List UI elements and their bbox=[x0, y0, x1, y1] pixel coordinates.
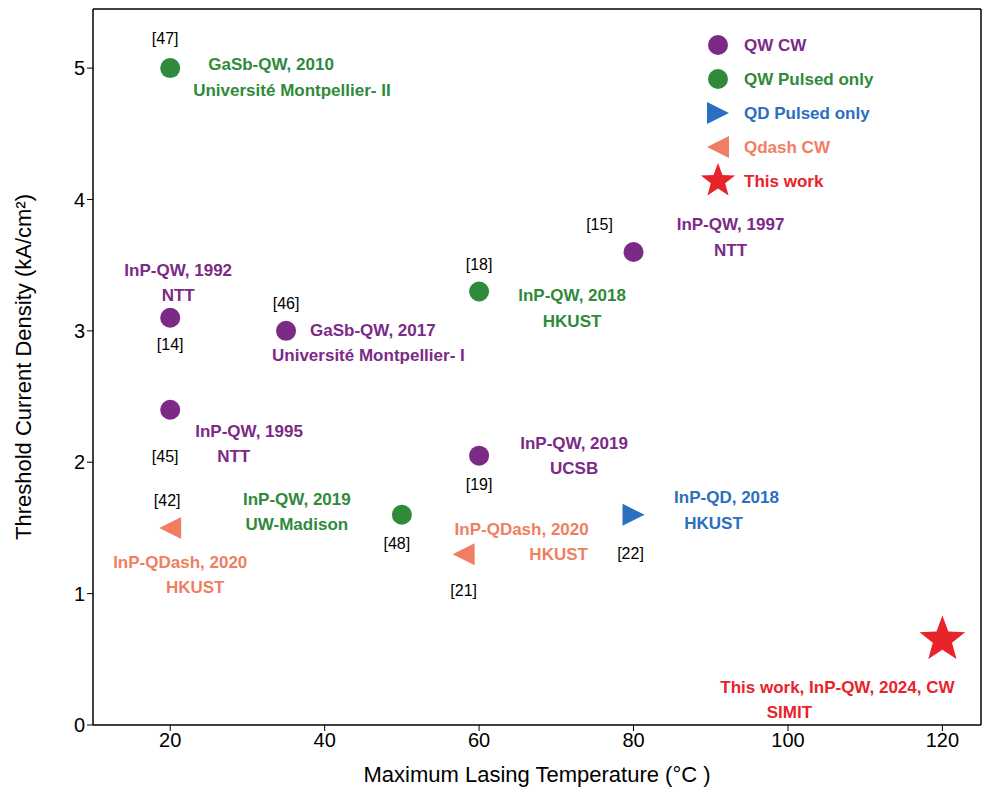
svg-text:UW-Madison: UW-Madison bbox=[246, 515, 349, 534]
svg-text:HKUST: HKUST bbox=[166, 578, 225, 597]
svg-text:InP-QW, 2018: InP-QW, 2018 bbox=[518, 286, 626, 305]
svg-text:0: 0 bbox=[74, 714, 85, 736]
svg-text:5: 5 bbox=[74, 57, 85, 79]
svg-text:QW CW: QW CW bbox=[744, 36, 807, 55]
svg-text:[47]: [47] bbox=[152, 30, 179, 47]
svg-text:Université Montpellier- II: Université Montpellier- II bbox=[193, 81, 390, 100]
svg-text:Qdash CW: Qdash CW bbox=[744, 138, 831, 157]
svg-text:InP-QD, 2018: InP-QD, 2018 bbox=[674, 488, 779, 507]
svg-text:40: 40 bbox=[314, 729, 336, 751]
svg-text:[18]: [18] bbox=[466, 256, 493, 273]
svg-text:InP-QW, 1995: InP-QW, 1995 bbox=[195, 422, 303, 441]
svg-text:60: 60 bbox=[468, 729, 490, 751]
svg-text:[48]: [48] bbox=[384, 535, 411, 552]
svg-text:UCSB: UCSB bbox=[550, 459, 598, 478]
svg-text:GaSb-QW, 2010: GaSb-QW, 2010 bbox=[208, 55, 334, 74]
svg-text:HKUST: HKUST bbox=[529, 545, 588, 564]
svg-text:20: 20 bbox=[159, 729, 181, 751]
svg-text:[46]: [46] bbox=[273, 295, 300, 312]
svg-text:NTT: NTT bbox=[217, 447, 251, 466]
svg-text:InP-QW, 2019: InP-QW, 2019 bbox=[243, 490, 351, 509]
html-text:Threshold Current Density (kA/: Threshold Current Density (kA/cm²) bbox=[11, 194, 36, 540]
svg-text:[14]: [14] bbox=[157, 336, 184, 353]
svg-text:[42]: [42] bbox=[154, 492, 181, 509]
svg-text:100: 100 bbox=[771, 729, 804, 751]
svg-text:HKUST: HKUST bbox=[543, 312, 602, 331]
svg-text:InP-QDash, 2020: InP-QDash, 2020 bbox=[455, 520, 589, 539]
svg-text:SIMIT: SIMIT bbox=[767, 703, 813, 722]
svg-text:2: 2 bbox=[74, 451, 85, 473]
svg-text:This work: This work bbox=[744, 172, 824, 191]
svg-text:4: 4 bbox=[74, 189, 85, 211]
html-text:Maximum Lasing Temperature (°C: Maximum Lasing Temperature (°C ) bbox=[363, 762, 711, 787]
svg-text:HKUST: HKUST bbox=[684, 514, 743, 533]
svg-text:InP-QDash, 2020: InP-QDash, 2020 bbox=[113, 553, 247, 572]
svg-text:[45]: [45] bbox=[152, 448, 179, 465]
svg-text:3: 3 bbox=[74, 320, 85, 342]
svg-text:GaSb-QW, 2017: GaSb-QW, 2017 bbox=[310, 321, 436, 340]
svg-text:InP-QW, 1992: InP-QW, 1992 bbox=[124, 261, 232, 280]
svg-text:120: 120 bbox=[926, 729, 959, 751]
svg-text:QW Pulsed only: QW Pulsed only bbox=[744, 70, 874, 89]
svg-text:Université Montpellier- I: Université Montpellier- I bbox=[272, 346, 465, 365]
svg-text:[22]: [22] bbox=[617, 545, 644, 562]
svg-text:[21]: [21] bbox=[450, 582, 477, 599]
svg-text:NTT: NTT bbox=[162, 286, 196, 305]
svg-text:1: 1 bbox=[74, 583, 85, 605]
svg-text:InP-QW, 1997: InP-QW, 1997 bbox=[677, 215, 785, 234]
svg-text:[19]: [19] bbox=[466, 476, 493, 493]
svg-text:InP-QW, 2019: InP-QW, 2019 bbox=[520, 434, 628, 453]
svg-text:QD Pulsed only: QD Pulsed only bbox=[744, 104, 870, 123]
svg-text:80: 80 bbox=[622, 729, 644, 751]
svg-text:[15]: [15] bbox=[586, 216, 613, 233]
svg-text:This work, InP-QW, 2024, CW: This work, InP-QW, 2024, CW bbox=[720, 678, 955, 697]
svg-text:NTT: NTT bbox=[714, 241, 748, 260]
